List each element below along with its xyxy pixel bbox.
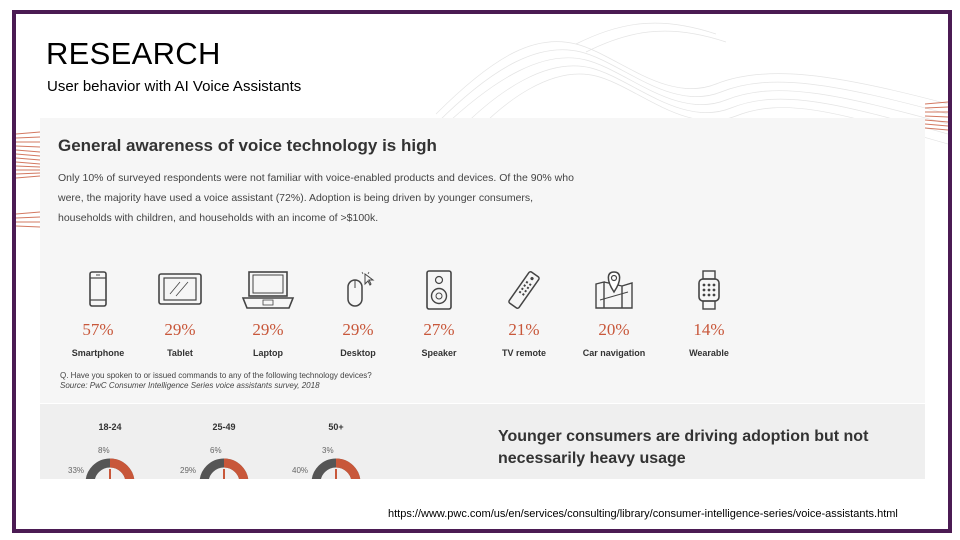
age-group-label: 25-49 bbox=[212, 422, 236, 432]
donut-chart-18-24 bbox=[85, 458, 135, 479]
tv-remote-icon bbox=[508, 271, 540, 309]
device-laptop: 29% Laptop bbox=[218, 270, 318, 358]
device-percent: 14% bbox=[693, 320, 725, 339]
awareness-heading: General awareness of voice technology is… bbox=[58, 136, 437, 155]
tablet-icon bbox=[158, 273, 202, 305]
device-label: Speaker bbox=[421, 348, 457, 358]
background-wave-graphic bbox=[16, 22, 948, 228]
donut-top-value: 3% bbox=[322, 446, 334, 455]
awareness-card: General awareness of voice technology is… bbox=[40, 118, 925, 403]
device-label: Desktop bbox=[340, 348, 376, 358]
survey-question: Q. Have you spoken to or issued commands… bbox=[60, 371, 372, 391]
donut-top-value: 8% bbox=[98, 446, 110, 455]
donut-chart-25-49 bbox=[199, 458, 249, 479]
device-car-navigation: 20% Car navigation bbox=[564, 270, 664, 358]
device-percent: 29% bbox=[164, 320, 196, 339]
adoption-heading: Younger consumers are driving adoption b… bbox=[498, 428, 869, 467]
device-label: Tablet bbox=[167, 348, 193, 358]
device-label: Car navigation bbox=[582, 348, 646, 358]
device-percent: 29% bbox=[342, 320, 374, 339]
smartphone-icon bbox=[89, 271, 107, 307]
device-tablet: 29% Tablet bbox=[130, 270, 230, 358]
speaker-icon bbox=[426, 270, 452, 310]
device-speaker: 27% Speaker bbox=[389, 270, 489, 358]
awareness-body: Only 10% of surveyed respondents were no… bbox=[58, 172, 574, 224]
age-group-label: 18-24 bbox=[98, 422, 122, 432]
device-label: Wearable bbox=[689, 348, 729, 358]
car-navigation-icon bbox=[595, 271, 633, 309]
slide-title: RESEARCH bbox=[46, 36, 221, 71]
question-text: Q. Have you spoken to or issued commands… bbox=[60, 371, 372, 380]
question-source: Source: PwC Consumer Intelligence Series… bbox=[60, 381, 320, 390]
donut-left-value: 40% bbox=[292, 466, 309, 475]
laptop-icon bbox=[241, 271, 295, 309]
device-label: Smartphone bbox=[71, 348, 125, 358]
slide-frame: RESEARCH User behavior with AI Voice Ass… bbox=[12, 10, 952, 533]
wearable-icon bbox=[698, 270, 720, 310]
donut-left-value: 33% bbox=[68, 466, 85, 475]
source-url[interactable]: https://www.pwc.com/us/en/services/consu… bbox=[388, 508, 898, 520]
device-percent: 57% bbox=[82, 320, 114, 339]
device-tv-remote: 21% TV remote bbox=[474, 270, 574, 358]
device-percent: 29% bbox=[252, 320, 284, 339]
age-group-label: 50+ bbox=[328, 422, 344, 432]
device-label: Laptop bbox=[253, 348, 283, 358]
donut-left-value: 29% bbox=[180, 466, 197, 475]
device-percent: 21% bbox=[508, 320, 540, 339]
slide-subtitle: User behavior with AI Voice Assistants bbox=[47, 78, 302, 95]
device-label: TV remote bbox=[501, 348, 546, 358]
donut-chart-50-plus bbox=[311, 458, 361, 479]
device-wearable: 14% Wearable bbox=[659, 270, 759, 358]
age-adoption-card: 18-24 8% 33% 25-49 6% 29% 50+ 3% 40% You… bbox=[40, 404, 925, 479]
desktop-mouse-icon bbox=[347, 271, 375, 307]
device-desktop: 29% Desktop bbox=[308, 270, 408, 358]
device-percent: 20% bbox=[598, 320, 630, 339]
device-smartphone: 57% Smartphone bbox=[48, 270, 148, 358]
device-percent: 27% bbox=[423, 320, 455, 339]
donut-top-value: 6% bbox=[210, 446, 222, 455]
